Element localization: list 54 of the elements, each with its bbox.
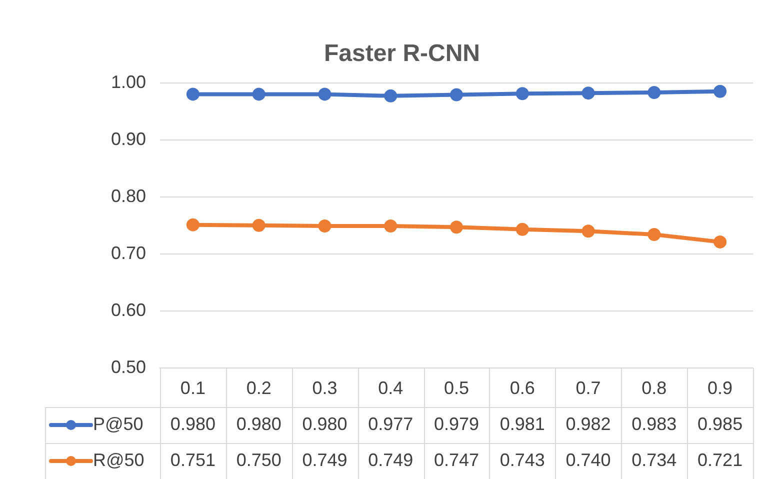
data-label: 0.977 bbox=[368, 414, 414, 434]
data-label: 0.985 bbox=[698, 414, 743, 434]
y-tick-label: 0.70 bbox=[110, 242, 146, 263]
point bbox=[186, 218, 200, 232]
point bbox=[714, 235, 727, 248]
x-tick-label: 0.1 bbox=[180, 378, 206, 398]
point bbox=[252, 88, 266, 101]
chart-title: Faster R-CNN bbox=[324, 40, 480, 68]
data-label: 0.750 bbox=[236, 450, 282, 470]
data-label: 0.747 bbox=[434, 450, 480, 470]
point bbox=[318, 88, 332, 101]
x-tick-label: 0.6 bbox=[510, 378, 535, 398]
legend-label: P@50 bbox=[93, 414, 144, 434]
x-tick-label: 0.4 bbox=[378, 378, 404, 398]
point bbox=[648, 228, 661, 242]
data-label: 0.980 bbox=[170, 414, 216, 434]
data-label: 0.749 bbox=[302, 450, 348, 470]
data-label: 0.983 bbox=[632, 414, 677, 434]
x-tick-label: 0.7 bbox=[576, 378, 601, 398]
y-tick-label: 0.60 bbox=[110, 300, 146, 320]
point bbox=[318, 219, 332, 232]
data-label: 0.721 bbox=[698, 450, 743, 470]
data-label: 0.982 bbox=[566, 414, 611, 434]
data-label: 0.751 bbox=[170, 450, 216, 470]
y-tick-label: 0.50 bbox=[110, 356, 146, 377]
point bbox=[582, 224, 595, 238]
y-tick-label: 0.90 bbox=[110, 128, 146, 149]
data-label: 0.749 bbox=[368, 450, 414, 470]
point bbox=[450, 88, 463, 102]
point bbox=[516, 87, 529, 100]
x-tick-label: 0.2 bbox=[246, 378, 272, 398]
data-label: 0.734 bbox=[632, 450, 677, 470]
point bbox=[714, 84, 727, 98]
data-label: 0.981 bbox=[500, 414, 545, 434]
point bbox=[516, 222, 529, 236]
data-label: 0.980 bbox=[302, 414, 348, 434]
point bbox=[186, 88, 200, 101]
data-label: 0.980 bbox=[236, 414, 282, 434]
x-tick-label: 0.3 bbox=[312, 378, 338, 398]
point bbox=[252, 218, 266, 232]
point bbox=[450, 220, 463, 234]
data-label: 0.740 bbox=[566, 450, 611, 470]
point bbox=[384, 219, 398, 232]
y-tick-label: 0.80 bbox=[110, 186, 146, 206]
y-tick-label: 1.00 bbox=[110, 72, 146, 92]
point bbox=[582, 86, 595, 100]
data-label: 0.743 bbox=[500, 450, 545, 470]
point bbox=[648, 86, 661, 99]
point bbox=[384, 89, 398, 102]
legend-label: R@50 bbox=[93, 450, 144, 470]
x-tick-label: 0.5 bbox=[444, 378, 470, 398]
x-tick-label: 0.8 bbox=[642, 378, 667, 398]
x-tick-label: 0.9 bbox=[708, 378, 733, 398]
data-label: 0.979 bbox=[434, 414, 480, 434]
